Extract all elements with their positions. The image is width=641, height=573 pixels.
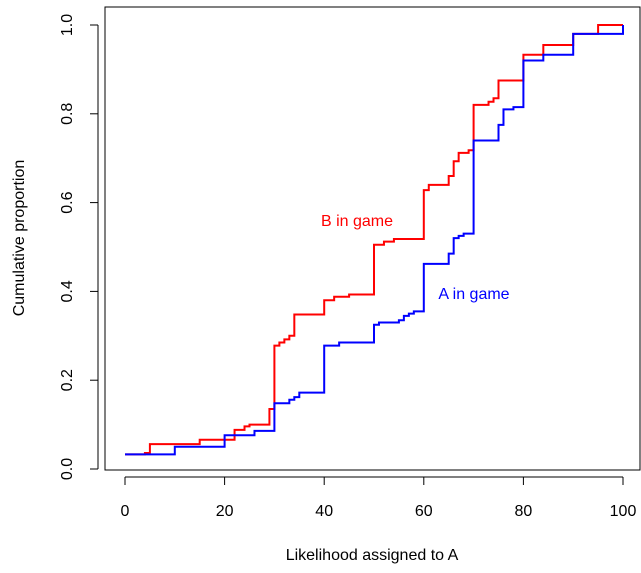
x-tick-label: 40 (315, 503, 333, 520)
series-annotation: A in game (438, 286, 509, 303)
y-axis: 0.0 0.2 0.4 0.6 0.8 1.0 (59, 14, 99, 480)
series-line-a-in-game (125, 25, 624, 456)
x-tick-label: 100 (610, 503, 637, 520)
plot-frame (104, 6, 641, 471)
y-tick-label: 0.4 (59, 280, 76, 302)
annotation-layer: B in game A in game (321, 213, 510, 303)
x-axis: 0 20 40 60 80 100 (121, 476, 637, 520)
series-line-b-in-game (125, 24, 623, 456)
series-layer (125, 24, 624, 456)
x-axis-label: Likelihood assigned to A (286, 547, 459, 564)
y-tick-label: 0.2 (59, 369, 76, 391)
x-tick-label: 80 (515, 503, 533, 520)
y-tick-label: 0.0 (59, 458, 76, 480)
x-tick-label: 60 (415, 503, 433, 520)
y-tick-label: 1.0 (59, 14, 76, 36)
x-tick-label: 0 (121, 503, 130, 520)
y-tick-label: 0.8 (59, 103, 76, 125)
series-annotation: B in game (321, 213, 393, 230)
y-axis-label: Cumulative proportion (11, 160, 28, 317)
x-tick-label: 20 (216, 503, 234, 520)
y-tick-label: 0.6 (59, 191, 76, 213)
